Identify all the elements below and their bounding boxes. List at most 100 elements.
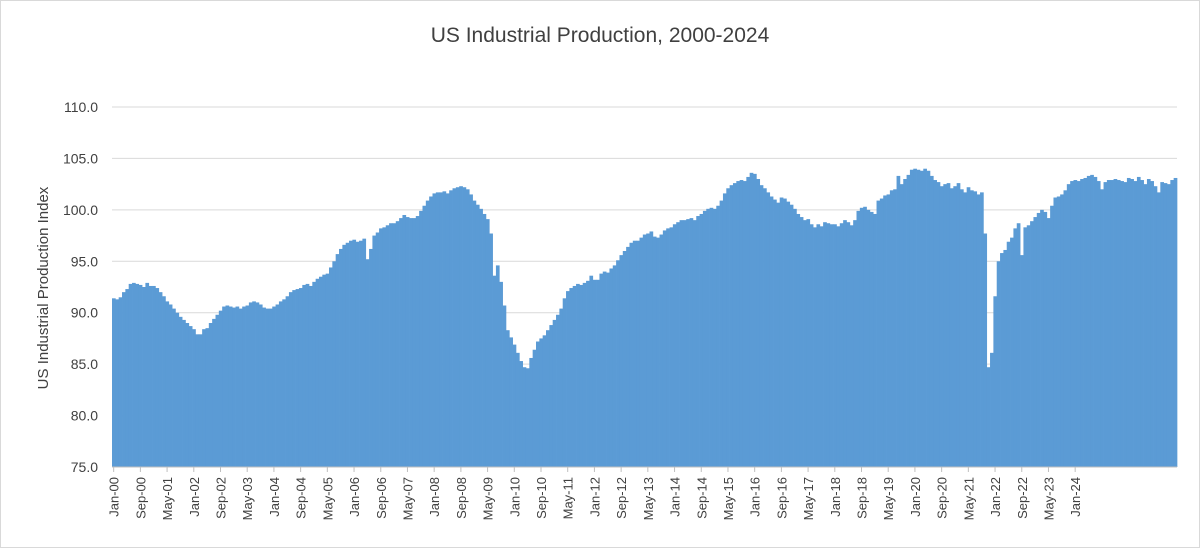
bar <box>1016 223 1021 467</box>
bar <box>292 290 296 467</box>
bar <box>455 187 460 468</box>
bar <box>495 265 500 467</box>
bar <box>1026 225 1031 467</box>
bar <box>839 223 844 467</box>
bar <box>215 314 220 467</box>
x-tick-label: May-19 <box>881 477 896 520</box>
bar <box>986 367 991 467</box>
bar <box>525 368 530 467</box>
bar <box>395 221 400 467</box>
y-axis-ticks: 75.0 80.0 85.0 90.0 95.0 100.0 105.0 110.0 <box>63 99 98 475</box>
bar <box>1130 179 1134 467</box>
bar <box>212 318 216 467</box>
bar <box>475 204 480 467</box>
bar <box>232 307 236 467</box>
bar <box>435 192 440 467</box>
bar <box>1126 177 1131 467</box>
bar <box>1110 180 1114 467</box>
bar <box>222 306 226 467</box>
bar <box>532 349 537 467</box>
bar <box>1053 197 1058 467</box>
bar <box>929 175 934 467</box>
x-tick-label: May-13 <box>641 477 656 520</box>
bar <box>559 308 564 467</box>
x-tick-label: May-11 <box>561 477 576 519</box>
bar <box>185 323 190 467</box>
bar <box>696 216 700 467</box>
bar <box>245 305 250 467</box>
bar <box>632 240 637 467</box>
bar <box>242 306 246 467</box>
bar <box>712 208 717 467</box>
y-axis-label: US Industrial Production Index <box>35 186 52 389</box>
bar <box>719 200 724 467</box>
bars <box>112 168 1178 468</box>
bar <box>699 213 704 467</box>
bar <box>218 310 223 467</box>
bar <box>639 237 644 467</box>
bar <box>803 220 807 467</box>
bar <box>485 219 490 467</box>
bar <box>1056 196 1061 468</box>
x-tick-label: Jan-02 <box>187 477 202 517</box>
bar <box>596 279 600 467</box>
bar <box>499 281 503 467</box>
bar <box>799 217 804 467</box>
bar <box>112 298 116 467</box>
bar <box>716 205 720 468</box>
bar <box>1073 180 1078 467</box>
bar <box>899 184 904 467</box>
y-tick-label: 105.0 <box>63 150 98 166</box>
bar <box>863 206 867 467</box>
bar <box>275 304 280 467</box>
bar <box>1000 253 1004 467</box>
bar <box>342 244 347 467</box>
bar <box>926 170 931 467</box>
x-tick-label: May-21 <box>961 477 976 520</box>
bar <box>572 285 577 467</box>
bar <box>692 220 697 467</box>
bar <box>933 180 937 467</box>
bar <box>1050 205 1054 468</box>
x-tick-label: May-05 <box>320 477 335 520</box>
bar <box>262 307 266 467</box>
x-tick-label: May-09 <box>481 477 496 520</box>
bar <box>783 198 787 468</box>
bar <box>829 224 834 467</box>
bar <box>689 218 694 467</box>
bar <box>736 181 740 467</box>
bar <box>552 319 557 467</box>
bar <box>556 314 560 467</box>
bar <box>349 240 353 467</box>
bar <box>609 268 614 467</box>
bar <box>549 325 554 467</box>
bar <box>132 282 136 467</box>
bar <box>909 169 914 468</box>
x-tick-label: Jan-16 <box>748 477 763 517</box>
bar <box>946 183 951 468</box>
bar <box>1010 237 1014 467</box>
y-tick-label: 100.0 <box>63 202 98 218</box>
bar <box>482 213 487 467</box>
bar <box>1076 181 1081 467</box>
bar <box>205 328 210 467</box>
bar <box>118 297 123 467</box>
bar <box>966 187 971 468</box>
bar <box>1060 194 1064 467</box>
bar <box>1133 181 1138 467</box>
bar <box>1103 182 1108 467</box>
bar <box>883 195 887 467</box>
bar <box>773 199 777 467</box>
bar <box>579 284 584 467</box>
bar <box>1093 176 1098 467</box>
x-tick-label: May-15 <box>721 477 736 520</box>
bar <box>536 341 540 467</box>
bar <box>1083 177 1088 467</box>
bar <box>786 201 791 467</box>
bar <box>759 185 764 468</box>
bar <box>1080 179 1084 467</box>
bar <box>616 260 620 467</box>
bar <box>512 344 517 467</box>
bar <box>1166 184 1171 467</box>
